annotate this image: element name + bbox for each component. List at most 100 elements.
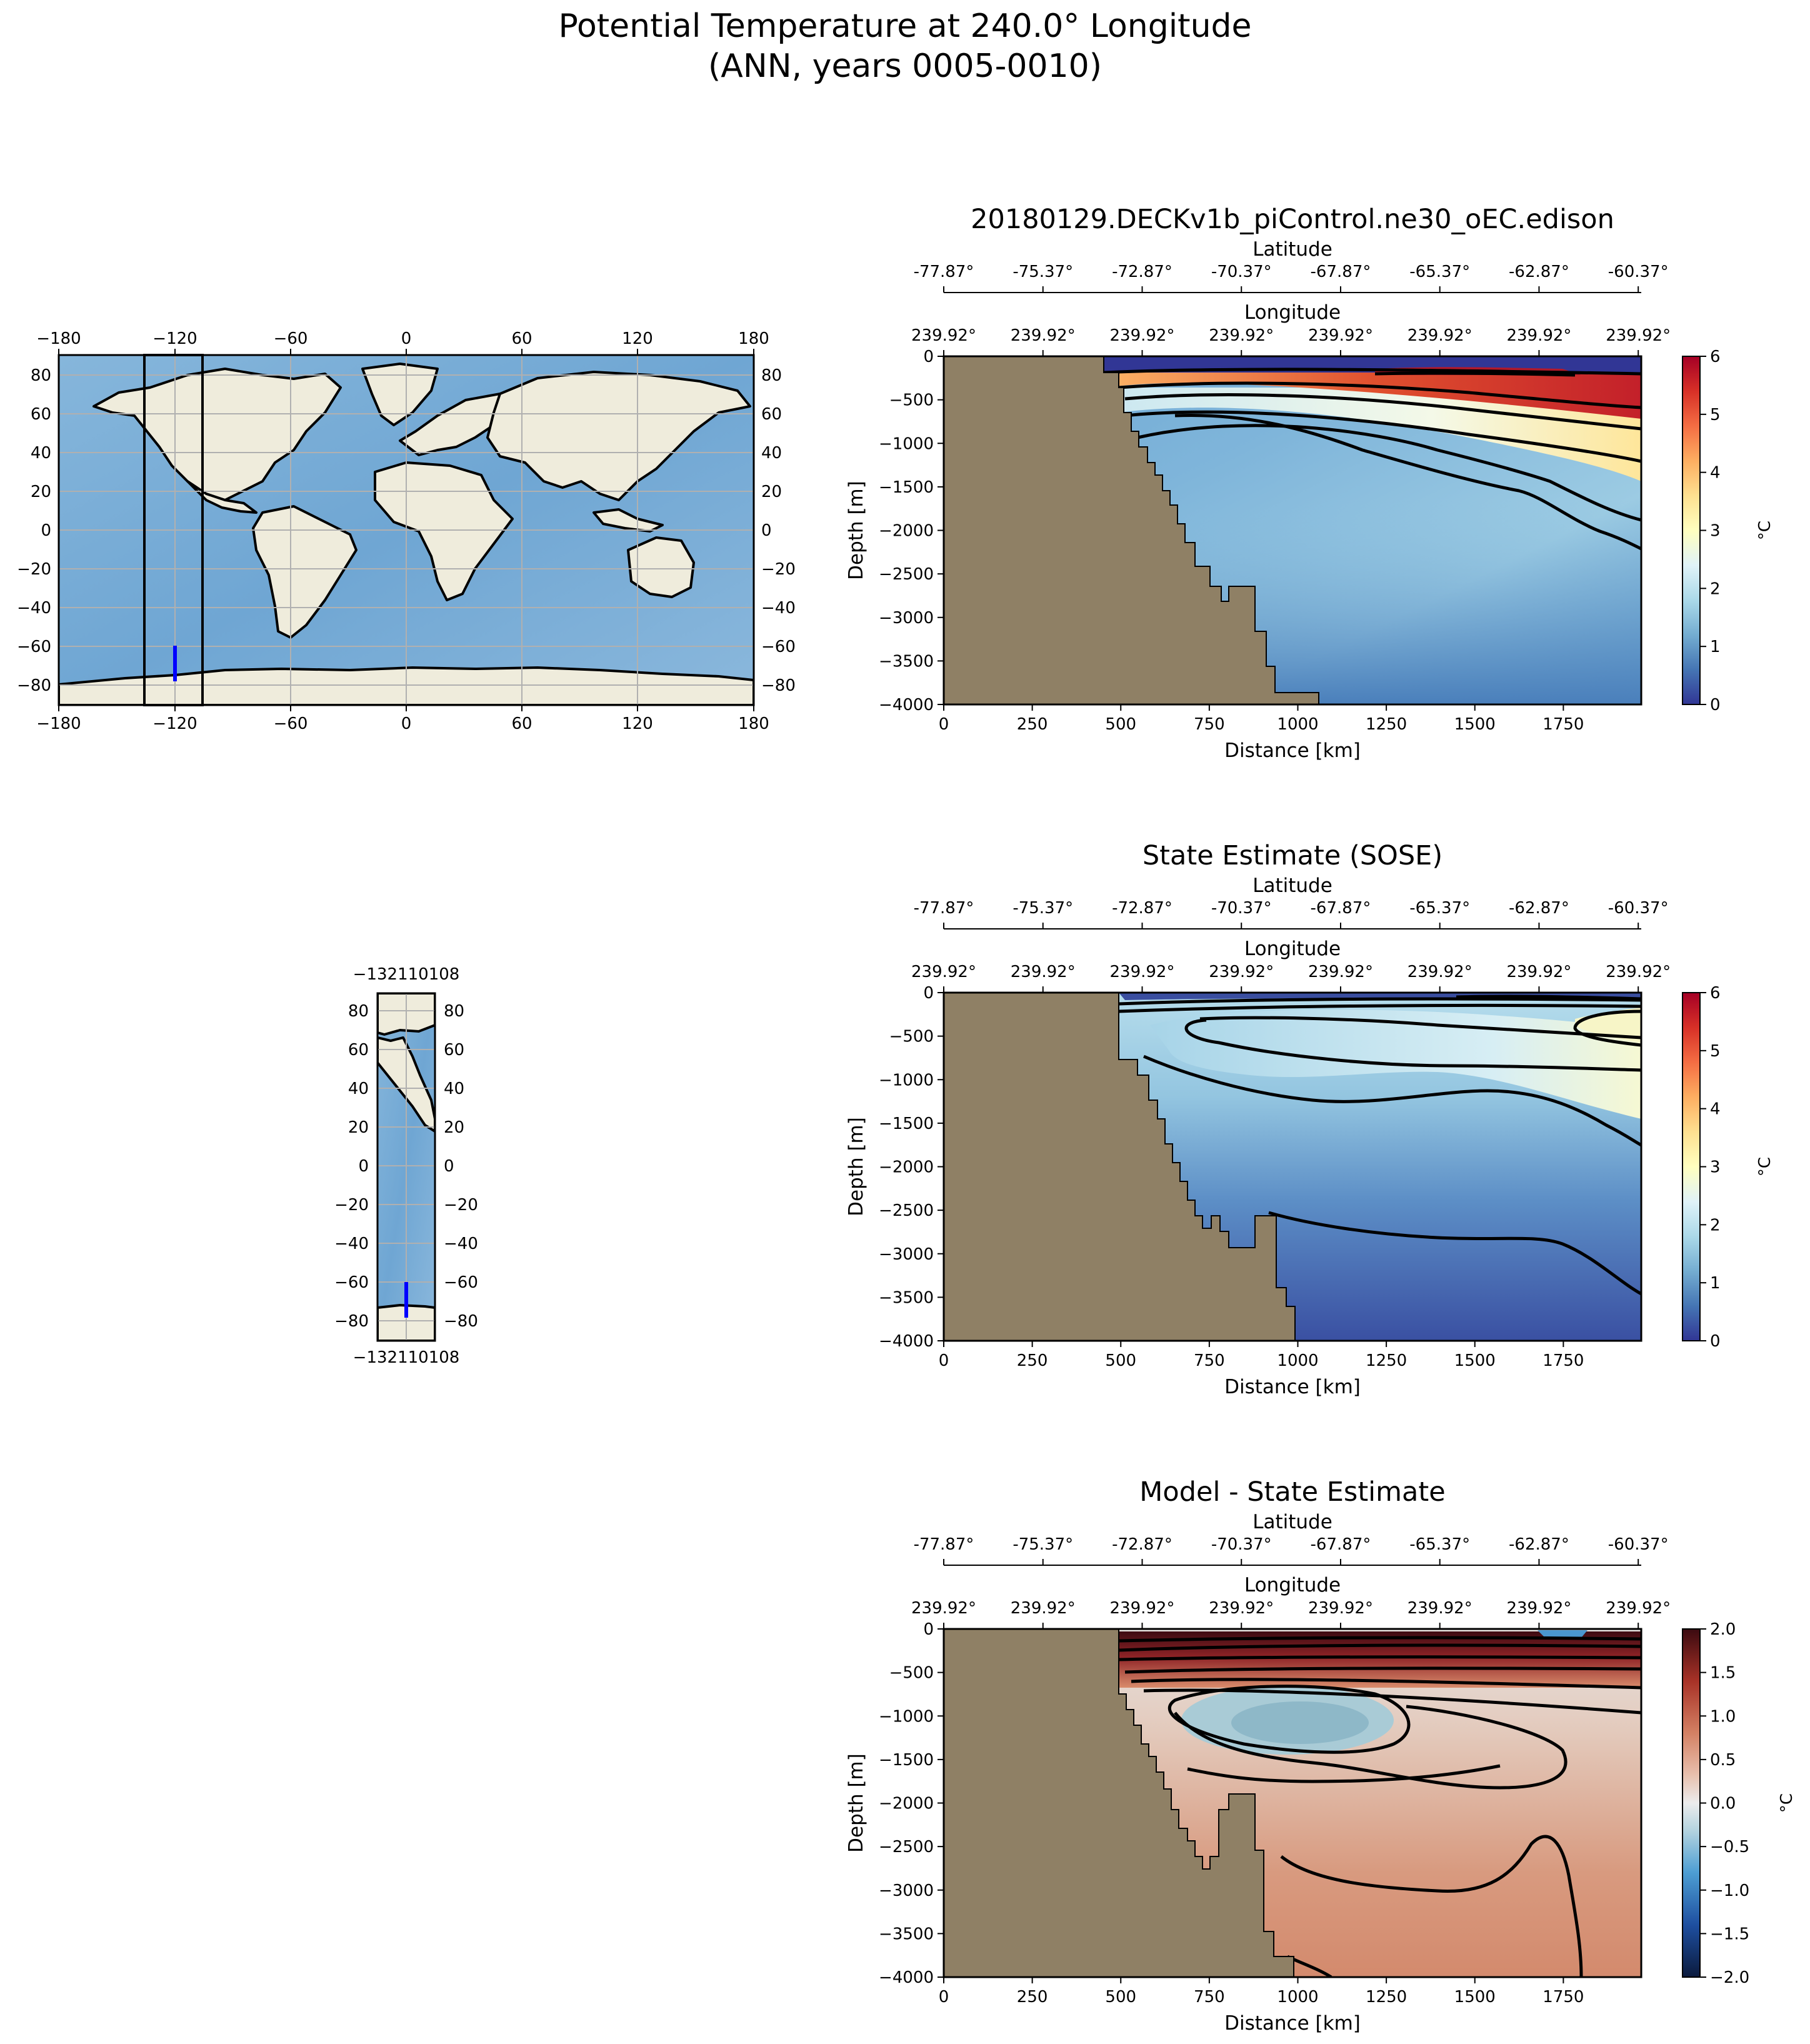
map-lon-label-top: 60 xyxy=(511,329,532,348)
colorbar-tick-label: −2.0 xyxy=(1710,1968,1749,1987)
colorbar xyxy=(1682,1628,1701,1978)
latitude-tick-label: -65.37° xyxy=(1409,1535,1470,1554)
latitude-tick-label: -67.87° xyxy=(1311,899,1371,918)
longitude-tick-label: 239.92° xyxy=(1011,1599,1076,1618)
longitude-tick-label: 239.92° xyxy=(1506,963,1571,981)
x-tick-label: 500 xyxy=(1105,1351,1136,1370)
y-tick-label: −2000 xyxy=(879,1795,934,1813)
longitude-tick-label: 239.92° xyxy=(1308,963,1373,981)
y-tick-label: −1000 xyxy=(879,1071,934,1090)
longitude-tick-label: 239.92° xyxy=(1506,326,1571,345)
colorbar-tick-label: 2.0 xyxy=(1710,1620,1736,1639)
panel2-contour xyxy=(1199,1016,1641,1040)
longitude-axis-label: Longitude xyxy=(1244,301,1341,324)
panel2-contour xyxy=(1268,1211,1641,1296)
map-lon-label-top: −120 xyxy=(152,329,197,348)
panel3-contour xyxy=(1280,1835,1583,1977)
latitude-tick-label: -72.87° xyxy=(1112,263,1172,281)
map-lat-label-right: 40 xyxy=(761,444,782,463)
panel-title: 20180129.DECKv1b_piControl.ne30_oEC.edis… xyxy=(971,204,1614,235)
y-tick-label: −3000 xyxy=(879,609,934,628)
inset-lat-label-left: 60 xyxy=(348,1041,369,1060)
map-lat-label-left: −20 xyxy=(17,560,51,579)
panel1-contour xyxy=(1103,368,1641,376)
panel3-contour xyxy=(1187,1764,1501,1783)
x-tick-label: 250 xyxy=(1017,1351,1048,1370)
latitude-tick-label: -60.37° xyxy=(1608,899,1669,918)
longitude-tick-label: 239.92° xyxy=(1308,1599,1373,1618)
inset-lat-labels-right: 80 60 40 20 0 −20 −40 −60 −80 xyxy=(444,1002,478,1331)
y-axis-label: Depth [m] xyxy=(845,481,868,580)
latitude-tick-label: -67.87° xyxy=(1311,263,1371,281)
latitude-tick-label: -75.37° xyxy=(1012,1535,1073,1554)
panel1-contour xyxy=(1137,424,1641,522)
x-tick-label: 1250 xyxy=(1366,715,1407,734)
south-america-landmass xyxy=(252,505,358,639)
x-tick-label: 1250 xyxy=(1366,1988,1407,2006)
map-lat-label-right: 80 xyxy=(761,366,782,385)
y-tick-label: −1000 xyxy=(879,1707,934,1726)
y-axis-label: Depth [m] xyxy=(845,1117,868,1216)
x-tick-label: 500 xyxy=(1105,1988,1136,2006)
panel1-contour xyxy=(1124,410,1641,463)
transect-panel-2: State Estimate (SOSE) Latitude -77.87° -75.… xyxy=(845,840,1774,1398)
map-lat-label-left: −60 xyxy=(17,638,51,656)
panel2-contour xyxy=(1143,1055,1641,1147)
inset-lat-label-right: −60 xyxy=(444,1273,478,1292)
panel3-cold-anomaly-core xyxy=(1231,1701,1369,1744)
panel3-surface-cold-spot xyxy=(1538,1630,1588,1638)
latitude-tick-label: -65.37° xyxy=(1409,899,1470,918)
y-tick-label: −500 xyxy=(889,391,934,410)
colorbar-tick-label: 0.0 xyxy=(1710,1795,1736,1813)
world-map-lon-labels-top: −180 −120 −60 0 60 120 180 xyxy=(36,329,769,348)
y-tick-label: −3500 xyxy=(879,1288,934,1307)
x-tick-label: 1000 xyxy=(1277,715,1318,734)
latitude-tick-label: -62.87° xyxy=(1509,1535,1569,1554)
latitude-tick-label: -75.37° xyxy=(1012,263,1073,281)
map-lat-label-left: 40 xyxy=(31,444,51,463)
map-lon-label-bottom: 0 xyxy=(401,714,412,733)
latitude-tick-label: -77.87° xyxy=(914,263,974,281)
latitude-tick-label: -60.37° xyxy=(1608,263,1669,281)
latitude-tick-label: -62.87° xyxy=(1509,263,1569,281)
colorbar-tick-label: −1.0 xyxy=(1710,1881,1749,1900)
longitude-tick-label: 239.92° xyxy=(1308,326,1373,345)
map-lat-label-left: −80 xyxy=(17,676,51,695)
panel1-field xyxy=(944,356,1641,704)
panel3-contour xyxy=(1124,1666,1641,1674)
figure-title-line-1: Potential Temperature at 240.0° Longitud… xyxy=(558,8,1252,45)
inset-lat-labels-left: 80 60 40 20 0 −20 −40 −60 −80 xyxy=(334,1002,369,1331)
latitude-tick-label: -60.37° xyxy=(1608,1535,1669,1554)
latitude-axis-label: Latitude xyxy=(1252,238,1332,261)
longitude-tick-label: 239.92° xyxy=(1011,963,1076,981)
inset-lat-label-right: −20 xyxy=(444,1196,478,1215)
inset-lat-label-right: −40 xyxy=(444,1235,478,1253)
longitude-tick-label: 239.92° xyxy=(1109,1599,1174,1618)
panel1-intermediate-water xyxy=(1119,388,1641,481)
world-map-continents xyxy=(59,363,754,705)
longitude-tick-label: 239.92° xyxy=(1209,326,1274,345)
colorbar-tick-label: −1.5 xyxy=(1710,1925,1749,1943)
y-tick-label: −2500 xyxy=(879,565,934,584)
colorbar-tick-label: 6 xyxy=(1710,984,1721,1003)
y-tick-label: −2500 xyxy=(879,1838,934,1856)
panel3-field xyxy=(944,1629,1641,1977)
colorbar-tick-label: 5 xyxy=(1710,406,1721,424)
map-lon-label-top: −60 xyxy=(274,329,308,348)
y-tick-label: −1000 xyxy=(879,434,934,453)
y-tick-label: −2000 xyxy=(879,522,934,541)
panel1-land-mask xyxy=(944,356,1319,704)
x-axis-label: Distance [km] xyxy=(1224,739,1361,762)
world-map-lon-labels-bottom: −180 −120 −60 0 60 120 180 xyxy=(36,714,769,733)
inset-lat-label-right: 0 xyxy=(444,1157,454,1176)
panel3-contours xyxy=(1118,1636,1641,1977)
x-tick-label: 250 xyxy=(1017,715,1048,734)
longitude-tick-label: 239.92° xyxy=(911,326,976,345)
longitude-tick-label: 239.92° xyxy=(1606,326,1671,345)
inset-map: −132110108 −132110108 80 60 40 20 0 −20 … xyxy=(334,965,478,1367)
inset-lat-label-left: −40 xyxy=(334,1235,369,1253)
colorbar-tick-label: 5 xyxy=(1710,1042,1721,1061)
longitude-tick-label: 239.92° xyxy=(911,963,976,981)
figure-title: Potential Temperature at 240.0° Longitud… xyxy=(0,6,1810,86)
x-axis-label: Distance [km] xyxy=(1224,1376,1361,1398)
